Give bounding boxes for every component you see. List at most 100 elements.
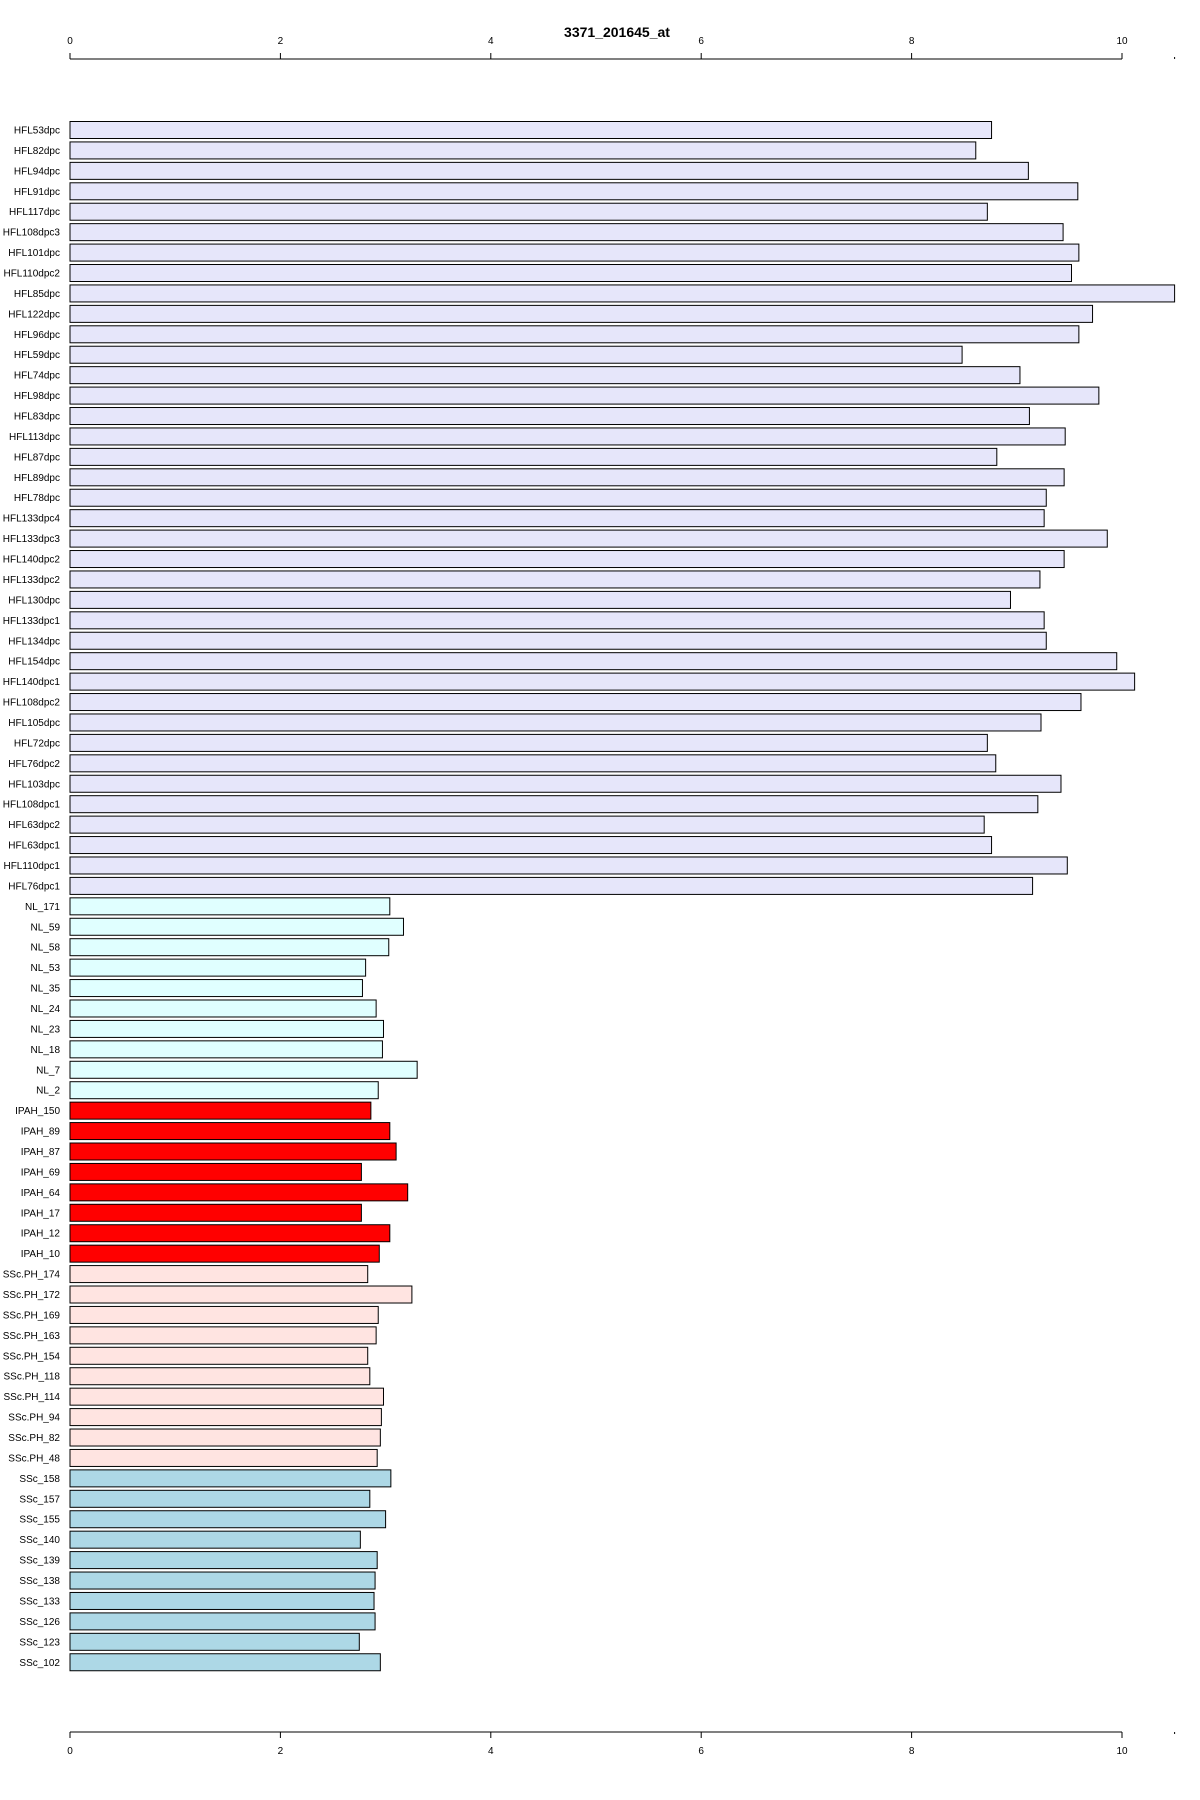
category-label: HFL133dpc2 (3, 575, 61, 586)
bar-IPAH_69 (69, 1162, 362, 1181)
chart-title: 3371_201645_at (564, 24, 670, 40)
bar-NL_24 (69, 999, 377, 1018)
bar-HFL85dpc (69, 284, 1176, 303)
bar-HFL108dpc2 (69, 693, 1082, 712)
category-label: HFL78dpc (14, 493, 60, 504)
bar-NL_35 (69, 979, 363, 998)
category-label: SSc_139 (19, 1556, 60, 1567)
top-axis-tick-label: 0 (67, 36, 73, 47)
category-label: SSc_123 (19, 1637, 60, 1648)
bar-NL_59 (69, 917, 404, 936)
bar-SSc.PH_169 (69, 1305, 379, 1324)
bars-group (69, 121, 1176, 1672)
category-label: HFL113dpc (9, 432, 60, 443)
category-label: HFL63dpc1 (8, 841, 60, 852)
bottom-axis-tick-label: 2 (278, 1746, 284, 1757)
category-label: SSc.PH_172 (3, 1290, 61, 1301)
category-label: HFL110dpc2 (3, 269, 60, 280)
category-label: SSc_133 (19, 1596, 60, 1607)
bar-HFL59dpc (69, 345, 963, 364)
bar-HFL130dpc (69, 590, 1011, 609)
category-label: HFL140dpc2 (3, 555, 61, 566)
bar-HFL105dpc (69, 713, 1042, 732)
category-label: HFL53dpc (14, 126, 60, 137)
top-axis-tick-label: 2 (278, 36, 284, 47)
category-label: SSc.PH_169 (3, 1310, 61, 1321)
category-label: IPAH_69 (21, 1167, 61, 1178)
category-label: HFL140dpc1 (3, 677, 61, 688)
bar-HFL122dpc (69, 304, 1094, 323)
bar-HFL91dpc (69, 182, 1079, 201)
bar-SSc.PH_48 (69, 1448, 378, 1467)
bar-SSc_102 (69, 1653, 381, 1672)
category-label: NL_59 (31, 922, 61, 933)
category-label: HFL85dpc (14, 289, 60, 300)
category-label: HFL101dpc (8, 248, 60, 259)
bar-IPAH_89 (69, 1122, 391, 1141)
category-label: HFL63dpc2 (8, 820, 60, 831)
bar-SSc.PH_118 (69, 1367, 371, 1386)
bar-SSc.PH_172 (69, 1285, 413, 1304)
bar-HFL72dpc (69, 733, 988, 752)
category-labels: HFL53dpc HFL82dpc HFL94dpc HFL91dpc HFL117dp… (3, 126, 61, 1669)
category-label: HFL89dpc (14, 473, 60, 484)
category-label: IPAH_10 (21, 1249, 61, 1260)
bar-HFL140dpc2 (69, 550, 1065, 569)
category-label: HFL154dpc (8, 657, 60, 668)
category-label: SSc_158 (19, 1474, 60, 1485)
category-label: NL_7 (36, 1065, 60, 1076)
category-label: IPAH_17 (21, 1208, 61, 1219)
category-label: HFL105dpc (8, 718, 60, 729)
category-label: SSc_138 (19, 1576, 60, 1587)
bar-HFL110dpc2 (69, 264, 1073, 283)
category-label: IPAH_89 (21, 1127, 61, 1138)
category-label: SSc.PH_118 (3, 1372, 60, 1383)
bar-HFL87dpc (69, 447, 998, 466)
category-label: NL_24 (31, 1004, 61, 1015)
category-label: HFL83dpc (14, 412, 60, 423)
bar-HFL103dpc (69, 774, 1062, 793)
bar-IPAH_150 (69, 1101, 372, 1120)
bar-NL_171 (69, 897, 391, 916)
bar-SSc.PH_154 (69, 1346, 369, 1365)
bar-SSc_157 (69, 1489, 371, 1508)
category-label: HFL91dpc (14, 187, 60, 198)
category-label: HFL87dpc (14, 452, 60, 463)
category-label: HFL82dpc (14, 146, 60, 157)
bar-NL_7 (69, 1060, 418, 1079)
category-label: HFL108dpc2 (3, 698, 61, 709)
bottom-axis-tick-label: 0 (67, 1746, 73, 1757)
bar-HFL63dpc1 (69, 836, 993, 855)
category-label: HFL130dpc (8, 595, 60, 606)
bar-IPAH_10 (69, 1244, 380, 1263)
category-label: SSc_157 (19, 1494, 60, 1505)
bar-HFL133dpc4 (69, 509, 1045, 528)
category-label: HFL122dpc (8, 309, 60, 320)
top-axis-tick-label: 4 (488, 36, 494, 47)
category-label: NL_35 (31, 984, 61, 995)
bottom-axis-tick-label: 8 (909, 1746, 915, 1757)
bar-SSc_140 (69, 1530, 361, 1549)
category-label: HFL76dpc2 (8, 759, 60, 770)
category-label: HFL134dpc (8, 636, 60, 647)
bar-SSc.PH_163 (69, 1326, 377, 1345)
bar-HFL74dpc (69, 366, 1021, 385)
category-label: HFL108dpc3 (3, 228, 61, 239)
top-axis: 0 2 4 6 8 10 (67, 36, 1176, 60)
bar-HFL140dpc1 (69, 672, 1136, 691)
bar-NL_2 (69, 1081, 379, 1100)
bar-HFL94dpc (69, 161, 1029, 180)
category-label: HFL133dpc3 (3, 534, 61, 545)
category-label: HFL98dpc (14, 391, 60, 402)
bar-IPAH_87 (69, 1142, 397, 1161)
bar-HFL108dpc3 (69, 223, 1064, 242)
category-label: SSc_155 (19, 1515, 60, 1526)
category-label: SSc_126 (19, 1617, 60, 1628)
bar-SSc.PH_94 (69, 1408, 382, 1427)
category-label: SSc.PH_154 (3, 1351, 61, 1362)
bar-HFL98dpc (69, 386, 1100, 405)
bar-HFL83dpc (69, 407, 1030, 426)
category-label: NL_58 (31, 943, 61, 954)
bottom-axis-tick-label: 6 (698, 1746, 704, 1757)
bar-HFL117dpc (69, 202, 988, 221)
